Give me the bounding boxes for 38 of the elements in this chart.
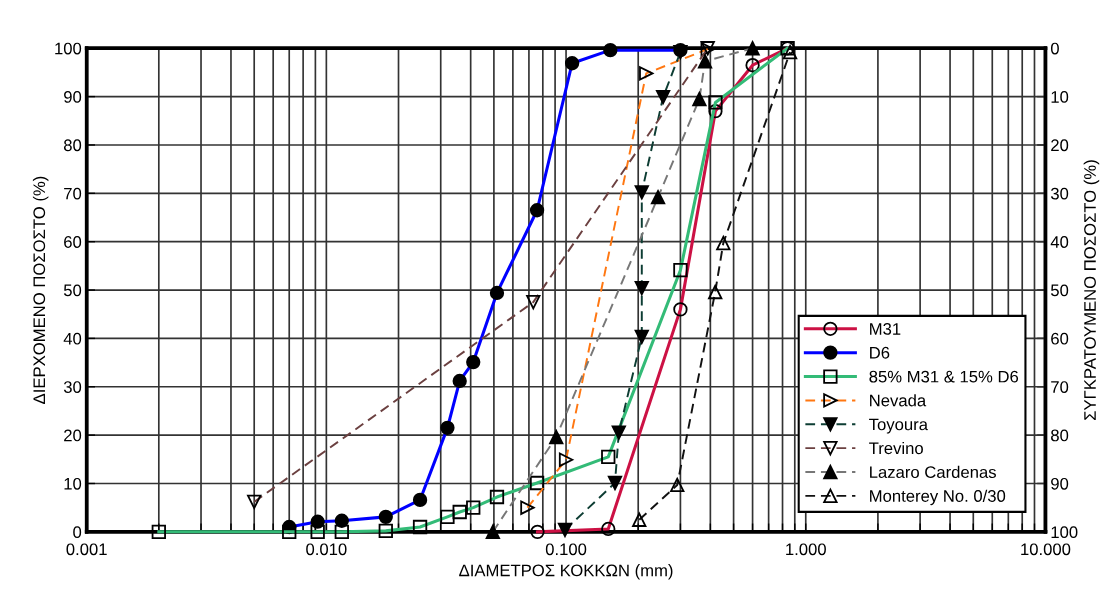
y-tick-label: 50: [63, 284, 82, 297]
x-tick-label: 0.001: [66, 543, 107, 556]
y2-tick-label: 20: [1051, 139, 1069, 152]
y2-tick-label: 100: [1051, 526, 1078, 539]
y2-tick-label: 80: [1051, 429, 1069, 442]
y2-tick-label: 90: [1051, 477, 1069, 490]
y-tick-label: 40: [63, 332, 82, 345]
y2-axis-title: ΣΥΓΚΡΑΤΟΥΜΕΝΟ ΠΟΣΟΣΤΟ (%): [1083, 160, 1100, 420]
y2-tick-label: 30: [1050, 187, 1069, 200]
x-tick-label: 10.000: [1021, 543, 1071, 556]
y-tick-label: 0: [73, 526, 82, 539]
y2-tick-label: 40: [1050, 236, 1069, 248]
legend-label: M31: [870, 322, 901, 335]
y-tick-label: 20: [64, 429, 82, 442]
y2-tick-label: 50: [1050, 284, 1069, 297]
x-tick-label: 0.010: [306, 543, 347, 556]
legend-label: Nevada: [870, 394, 927, 407]
x-tick-label: 0.100: [545, 543, 587, 556]
y-tick-label: 80: [63, 139, 82, 152]
x-tick-label: 1.000: [786, 543, 826, 556]
y-tick-label: 90: [64, 91, 82, 103]
legend-label: 85% M31 & 15% D6: [869, 370, 1019, 383]
legend-label: Trevino: [869, 441, 923, 455]
legend-label: Lazaro Cardenas: [870, 465, 996, 479]
y-tick-label: 70: [64, 187, 82, 200]
y2-tick-label: 60: [1051, 332, 1069, 345]
y-tick-label: 60: [64, 236, 82, 248]
y-tick-label: 30: [63, 381, 82, 393]
y-tick-label: 100: [55, 42, 82, 55]
y2-tick-label: 0: [1050, 42, 1059, 55]
x-axis-title: ΔΙΑΜΕΤΡΟΣ ΚΟΚΚΩΝ (mm): [459, 564, 673, 580]
legend-label: D6: [870, 346, 890, 359]
legend-label: Toyoura: [869, 418, 928, 434]
legend-label: Monterey No. 0/30: [870, 489, 1006, 506]
y2-tick-label: 70: [1051, 381, 1069, 393]
y-axis-title: ΔΙΕΡΧΟΜΕΝΟ ΠΟΣΟΣΤΟ (%): [32, 176, 49, 404]
y2-tick-label: 10: [1051, 91, 1069, 103]
y-tick-label: 10: [64, 477, 82, 490]
